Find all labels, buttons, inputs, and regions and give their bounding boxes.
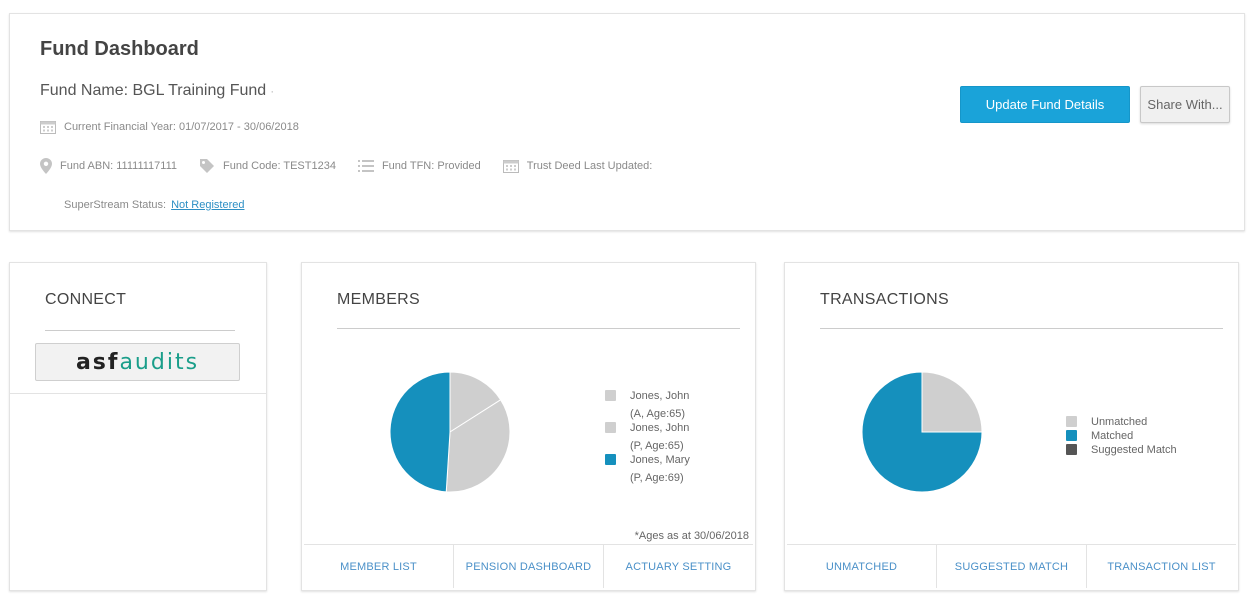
connect-title: CONNECT	[45, 291, 127, 308]
legend-member-detail: (P, Age:69)	[630, 472, 684, 484]
fund-abn: Fund ABN: 11111117111	[40, 158, 177, 174]
page-title: Fund Dashboard	[40, 38, 199, 60]
members-legend-item: Jones, Mary (P, Age:69)	[605, 451, 690, 487]
legend-swatch	[605, 422, 616, 433]
fund-code-text: Fund Code: TEST1234	[223, 160, 336, 172]
connect-divider	[10, 393, 266, 394]
connect-panel: CONNECT asf audits	[9, 262, 267, 591]
legend-swatch	[1066, 430, 1077, 441]
legend-member-detail: (A, Age:65)	[630, 408, 686, 420]
legend-swatch	[1066, 444, 1077, 455]
transactions-footer-nav: UNMATCHED SUGGESTED MATCH TRANSACTION LI…	[787, 544, 1236, 588]
legend-label: Matched	[1091, 430, 1134, 442]
transactions-legend: Unmatched Matched Suggested Match	[1066, 416, 1177, 458]
pie-slice[interactable]	[449, 371, 502, 433]
fund-abn-text: Fund ABN: 11111117111	[60, 160, 178, 172]
members-panel: MEMBERS Jones, John (A, Age:65) Jones, Jo…	[301, 262, 756, 591]
members-legend-item: Jones, John (P, Age:65)	[605, 419, 690, 455]
member-list-link[interactable]: MEMBER LIST	[304, 545, 454, 588]
asf-audits-button[interactable]: asf audits	[35, 343, 240, 381]
audits-logo-part: audits	[119, 349, 200, 375]
pension-dashboard-link[interactable]: PENSION DASHBOARD	[454, 545, 604, 588]
asf-logo-part: asf	[75, 349, 120, 375]
fund-tfn: Fund TFN: Provided	[357, 159, 481, 173]
connect-title-rule	[45, 330, 235, 331]
superstream-label: SuperStream Status:	[64, 199, 167, 211]
fund-name-dot: ·	[270, 84, 275, 98]
superstream-status-link[interactable]: Not Registered	[171, 199, 245, 211]
members-title-rule	[337, 328, 740, 329]
transactions-title-rule	[820, 328, 1223, 329]
fund-name-text: Fund Name: BGL Training Fund	[40, 82, 267, 99]
transactions-title: TRANSACTIONS	[820, 291, 949, 308]
trust-deed-text: Trust Deed Last Updated:	[526, 160, 653, 172]
legend-member-name: Jones, John	[630, 422, 690, 434]
transactions-legend-item: Suggested Match	[1066, 444, 1177, 458]
legend-member-name: Jones, John	[630, 390, 690, 402]
legend-swatch	[605, 390, 616, 401]
legend-member-name: Jones, Mary	[630, 454, 690, 466]
financial-year-text: Current Financial Year: 01/07/2017 - 30/…	[64, 121, 299, 133]
trust-deed: Trust Deed Last Updated:	[502, 159, 653, 173]
superstream-row: SuperStream Status: Not Registered	[64, 199, 244, 211]
actuary-setting-link[interactable]: ACTUARY SETTING	[625, 560, 732, 573]
transactions-legend-item: Unmatched	[1066, 416, 1177, 430]
legend-member-detail: (P, Age:65)	[630, 440, 684, 452]
members-footer-nav: MEMBER LIST PENSION DASHBOARD ACTUARY SE…	[304, 544, 753, 588]
fund-info-row: Fund ABN: 11111117111 Fund Code: TEST123…	[40, 158, 674, 174]
members-legend-item: Jones, John (A, Age:65)	[605, 387, 690, 423]
unmatched-link[interactable]: UNMATCHED	[787, 545, 937, 588]
members-pie-chart	[389, 371, 511, 493]
fund-code: Fund Code: TEST1234	[199, 158, 336, 174]
calendar-icon	[502, 160, 519, 173]
legend-swatch	[605, 454, 616, 465]
pie-slice[interactable]	[389, 371, 451, 493]
ages-footnote: *Ages as at 30/06/2018	[634, 530, 749, 542]
pie-slice[interactable]	[861, 371, 983, 493]
transaction-list-link[interactable]: TRANSACTION LIST	[1107, 560, 1216, 573]
members-legend: Jones, John (A, Age:65) Jones, John (P, Ag…	[605, 387, 690, 487]
transactions-pie-chart	[861, 371, 983, 493]
pie-slice[interactable]	[921, 371, 983, 433]
fund-name: Fund Name: BGL Training Fund ·	[40, 82, 274, 100]
transactions-panel: TRANSACTIONS Unmatched Matched Suggested…	[784, 262, 1239, 591]
calendar-icon	[40, 121, 56, 134]
suggested-match-link[interactable]: SUGGESTED MATCH	[937, 545, 1087, 588]
update-fund-details-button[interactable]: Update Fund Details	[960, 86, 1130, 123]
pie-slice[interactable]	[445, 399, 511, 493]
legend-label: Suggested Match	[1091, 444, 1177, 456]
legend-swatch	[1066, 416, 1077, 427]
financial-year-row: Current Financial Year: 01/07/2017 - 30/…	[40, 120, 321, 134]
share-with-button[interactable]: Share With...	[1140, 86, 1230, 123]
transactions-legend-item: Matched	[1066, 430, 1177, 444]
fund-tfn-text: Fund TFN: Provided	[381, 160, 481, 172]
location-pin-icon	[40, 158, 52, 174]
members-title: MEMBERS	[337, 291, 420, 308]
tag-icon	[200, 159, 215, 173]
legend-label: Unmatched	[1091, 416, 1148, 428]
fund-header-card: Fund Dashboard Fund Name: BGL Training F…	[9, 13, 1245, 231]
financial-year: Current Financial Year: 01/07/2017 - 30/…	[40, 120, 299, 134]
list-icon	[357, 160, 374, 172]
